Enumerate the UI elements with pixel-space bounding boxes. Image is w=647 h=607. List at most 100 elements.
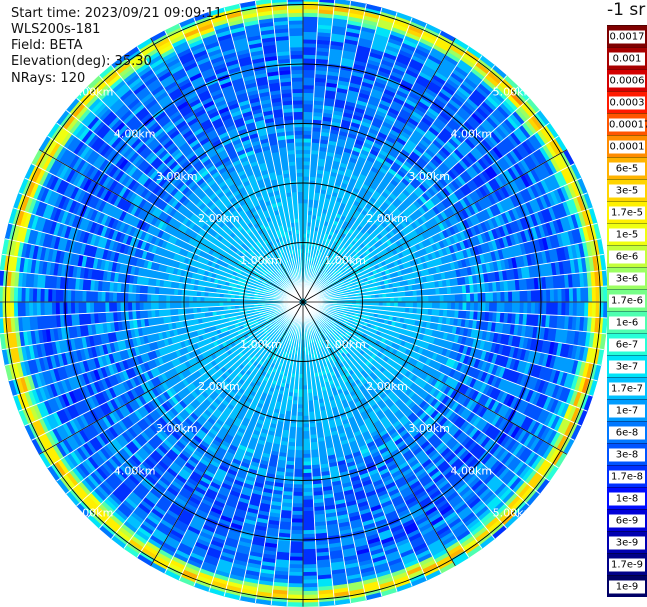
beta-cell [439,301,445,310]
beta-cell [302,381,308,387]
beta-cell [549,301,555,316]
beta-cell [293,465,304,470]
beta-cell [530,289,536,303]
beta-cell [302,408,310,413]
beta-cell [302,57,317,63]
beta-cell [302,54,317,59]
beta-cell [462,301,468,311]
beta-cell [302,468,313,474]
beta-cell [401,301,407,308]
beta-cell [443,294,449,303]
beta-cell [511,290,517,303]
beta-cell [542,288,548,303]
beta-cell [485,291,490,303]
beta-cell [302,499,314,505]
beta-cell [292,484,304,489]
beta-cell [557,288,563,303]
beta-cell [447,293,452,303]
beta-cell [302,461,312,467]
beta-cell [295,438,304,444]
beta-cell [302,453,312,459]
beta-cell [390,301,395,308]
beta-cell [302,415,310,421]
beta-cell [302,141,312,147]
beta-cell [302,503,315,508]
beta-cell [546,301,551,316]
beta-cell [496,291,502,303]
beta-cell [297,389,304,394]
beta-cell [302,107,314,113]
beta-cell [297,400,304,406]
beta-cell [458,293,464,303]
beta-cell [292,499,304,505]
beta-cell [302,427,311,432]
beta-cell [302,206,309,212]
beta-cell [302,526,316,531]
beta-cell [291,518,304,524]
beta-cell [291,510,304,516]
beta-cell [485,301,490,313]
beta-cell [424,295,430,303]
beta-cell [302,442,311,448]
beta-cell [302,111,314,117]
beta-cell [302,396,309,402]
beta-cell [393,301,399,308]
beta-cell [488,301,494,313]
beta-cell [302,156,311,162]
beta-cell [515,301,521,314]
beta-cell [504,301,509,314]
beta-cell [302,103,314,109]
beta-cell [431,294,437,303]
beta-cell [290,522,304,528]
beta-cell [302,130,313,136]
beta-cell [290,529,304,535]
beta-cell [488,291,494,303]
beta-cell [294,461,304,467]
beta-cell [302,495,314,501]
beta-cell [557,301,563,316]
beta-cell [450,301,456,311]
beta-cell [454,301,460,311]
beta-cell [302,510,315,516]
beta-cell [412,295,418,303]
beta-cell [291,514,304,520]
beta-cell [466,292,471,303]
beta-cell [511,301,517,314]
beta-cell [302,84,315,90]
beta-cell [302,80,315,86]
beta-cell [481,301,487,312]
beta-cell [416,301,422,309]
beta-cell [302,446,312,451]
beta-cell [302,115,314,120]
beta-cell [401,296,407,303]
beta-cell [294,453,304,459]
beta-cell [382,297,388,303]
beta-cell [462,293,468,303]
beta-cell [431,301,437,310]
beta-cell [450,293,456,303]
beta-cell [295,434,304,440]
beta-cell [302,191,310,196]
beta-cell [530,301,536,315]
beta-cell [298,381,304,387]
beta-cell [302,69,316,75]
beta-cell [435,301,441,310]
beta-cell [500,291,506,303]
beta-cell [294,446,304,451]
beta-cell [496,301,502,313]
beta-cell [302,480,313,486]
beta-cell [302,183,310,189]
beta-cell [302,92,315,97]
beta-cell [534,301,540,315]
beta-cell [293,468,304,474]
beta-cell [302,134,313,139]
beta-cell [302,449,312,455]
beta-cell [302,149,312,155]
beta-cell [527,289,532,303]
beta-cell [397,301,403,308]
beta-cell [302,392,309,398]
beta-cell [443,301,449,310]
beta-cell [302,164,311,170]
beta-cell [302,423,310,429]
beta-cell [302,518,315,524]
